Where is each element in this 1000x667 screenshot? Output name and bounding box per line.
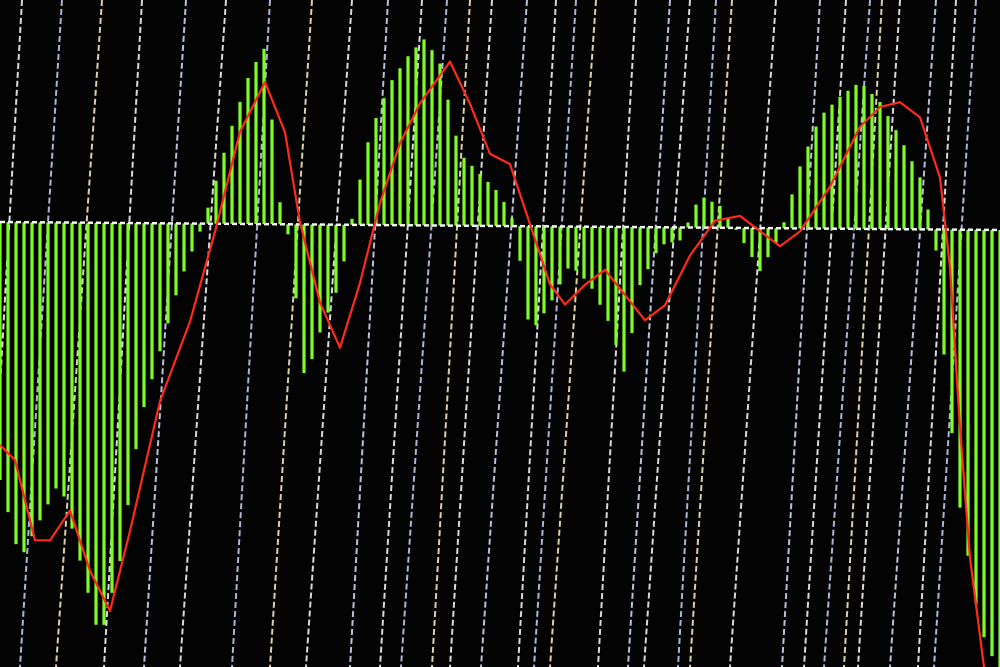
grid-line [431, 0, 471, 667]
grid-line [449, 0, 493, 667]
grid-line [677, 0, 717, 667]
grid-line [305, 0, 353, 667]
grid-line [823, 0, 871, 667]
histogram-bars [0, 39, 1000, 667]
vertical-grid-lines [0, 0, 977, 667]
grid-line [0, 0, 23, 404]
grid-line [889, 0, 937, 667]
grid-line [549, 0, 597, 667]
grid-line [349, 0, 389, 667]
grid-line [643, 0, 691, 667]
grid-line [269, 0, 313, 667]
grid-line [857, 0, 901, 667]
grid-line [103, 0, 143, 667]
grid-line [480, 0, 528, 667]
grid-line [627, 0, 671, 667]
signal-line [0, 60, 986, 667]
grid-line [143, 0, 187, 667]
grid-line [689, 0, 733, 667]
grid-line [179, 0, 227, 667]
grid-line [517, 0, 557, 667]
grid-line [781, 0, 821, 667]
grid-line [533, 0, 577, 667]
zero-baseline [0, 220, 1000, 232]
grid-line [729, 0, 777, 667]
grid-line [917, 0, 957, 667]
